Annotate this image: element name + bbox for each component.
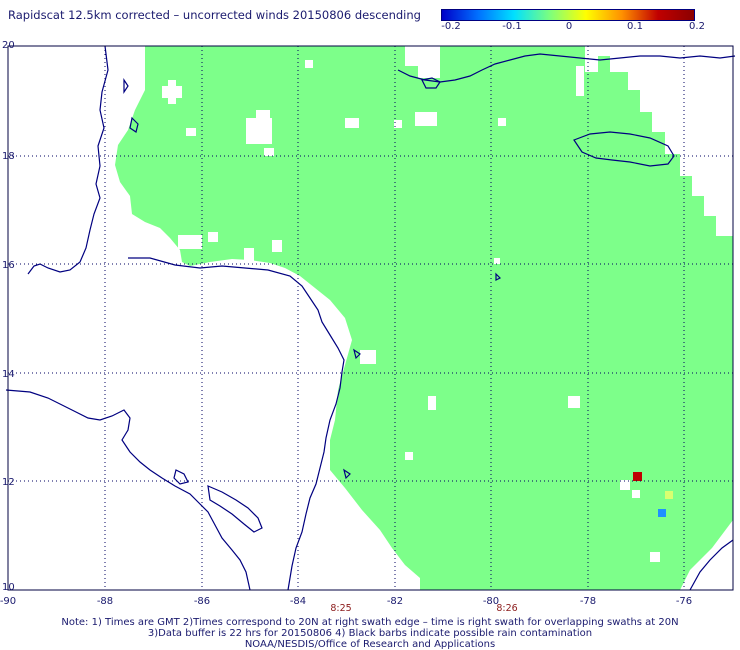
footnote-line-2: 3)Data buffer is 22 hrs for 20150806 4) … [147, 628, 593, 639]
time-label: 8:26 [496, 603, 517, 614]
lat-label: 16 [2, 260, 15, 271]
colorbar-tick: -0.1 [502, 21, 522, 32]
lat-label: 20 [2, 40, 15, 51]
lat-label: 10 [2, 582, 15, 593]
colorbar-tick: 0 [565, 21, 573, 32]
lat-label: 14 [2, 369, 15, 380]
footnote-line-1: Note: 1) Times are GMT 2)Times correspon… [61, 617, 679, 628]
colorbar-tick: -0.2 [441, 21, 461, 32]
colorbar-tick: 0.2 [689, 21, 705, 32]
lat-lon-grid [8, 46, 733, 590]
map-title: Rapidscat 12.5km corrected – uncorrected… [8, 8, 421, 22]
wind-cell-blue [658, 509, 666, 517]
map-frame [7, 45, 734, 591]
lon-label: -82 [387, 596, 403, 607]
lat-label: 18 [2, 151, 15, 162]
lat-label: 12 [2, 477, 15, 488]
lon-label: -90 [0, 596, 16, 607]
wind-cell-yellow [665, 491, 673, 499]
lon-label: -88 [97, 596, 113, 607]
lon-label: -78 [580, 596, 596, 607]
wind-cell-red [633, 472, 642, 481]
lon-label: -86 [194, 596, 210, 607]
colorbar [441, 9, 695, 21]
coastlines [5, 45, 736, 591]
footnote-line-3: NOAA/NESDIS/Office of Research and Appli… [244, 639, 496, 650]
time-label: 8:25 [330, 603, 351, 614]
lon-label: -76 [676, 596, 692, 607]
lon-label: -84 [290, 596, 306, 607]
colorbar-tick: 0.1 [627, 21, 643, 32]
wind-swath [115, 46, 733, 590]
lon-label: -80 [483, 596, 499, 607]
